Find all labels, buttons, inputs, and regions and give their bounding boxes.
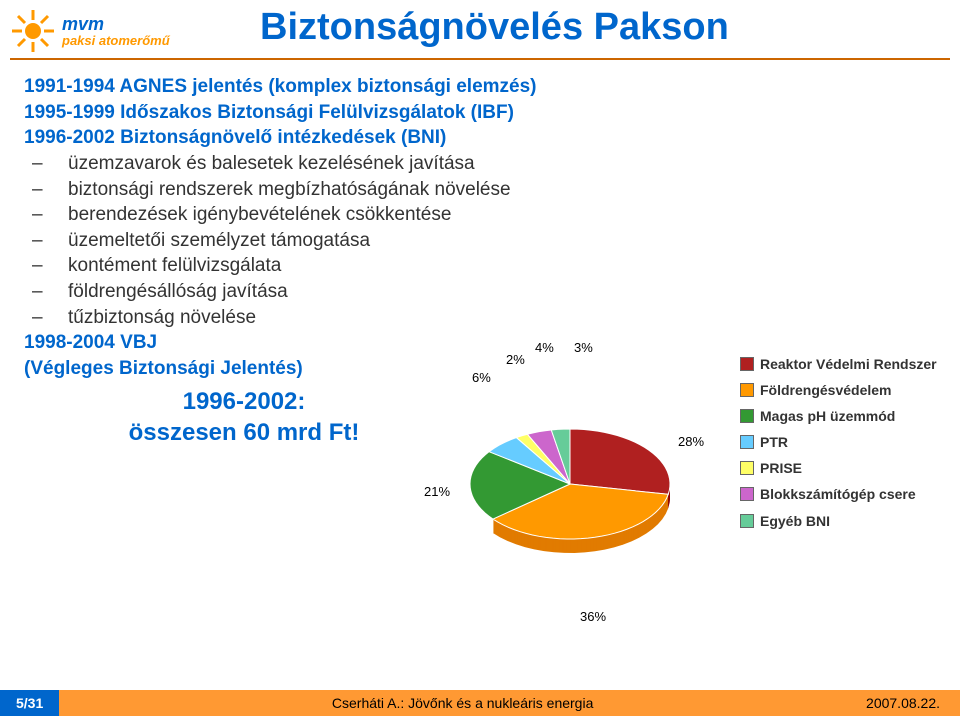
footer-bar: 5/31 Cserháti A.: Jövőnk és a nukleáris … (0, 690, 960, 716)
legend-swatch (740, 383, 754, 397)
pie-chart: 28%36%21%6%2%4%3% (430, 334, 730, 624)
pie-percent-label: 28% (678, 434, 704, 449)
line-1: 1991-1994 AGNES jelentés (komplex bizton… (24, 74, 940, 100)
legend-swatch (740, 487, 754, 501)
logo-sub: paksi atomerőmű (62, 33, 170, 48)
legend-item: Reaktor Védelmi Rendszer (740, 356, 950, 372)
legend-item: Egyéb BNI (740, 513, 950, 529)
summary-line2: összesen 60 mrd Ft! (64, 417, 424, 448)
legend-swatch (740, 461, 754, 475)
page-title: Biztonságnövelés Pakson (260, 6, 729, 49)
pie-percent-label: 3% (574, 340, 593, 355)
legend-label: Blokkszámítógép csere (760, 486, 916, 502)
legend-label: Reaktor Védelmi Rendszer (760, 356, 937, 372)
legend-item: Magas pH üzemmód (740, 408, 950, 424)
sub-7: –tűzbiztonság növelése (24, 305, 940, 331)
line-2: 1995-1999 Időszakos Biztonsági Felülvizs… (24, 100, 940, 126)
logo-text-block: mvm paksi atomerőmű (62, 15, 170, 48)
pie-percent-label: 2% (506, 352, 525, 367)
legend-swatch (740, 409, 754, 423)
legend-label: Földrengésvédelem (760, 382, 892, 398)
legend-item: PRISE (740, 460, 950, 476)
footer-mid: Cserháti A.: Jövőnk és a nukleáris energ… (59, 695, 866, 711)
summary-line1: 1996-2002: (64, 386, 424, 417)
sun-icon (10, 8, 56, 54)
sub-5: –kontément felülvizsgálata (24, 253, 940, 279)
footer-date: 2007.08.22. (866, 695, 960, 711)
sub-4: –üzemeltetői személyzet támogatása (24, 228, 940, 254)
sub-2: –biztonsági rendszerek megbízhatóságának… (24, 177, 940, 203)
pie-slice (570, 429, 670, 494)
legend-label: PRISE (760, 460, 802, 476)
pie-legend: Reaktor Védelmi Rendszer Földrengésvédele… (740, 356, 950, 539)
legend-label: Egyéb BNI (760, 513, 830, 529)
pie-percent-label: 21% (424, 484, 450, 499)
sub-1: –üzemzavarok és balesetek kezelésének ja… (24, 151, 940, 177)
legend-label: Magas pH üzemmód (760, 408, 895, 424)
legend-item: PTR (740, 434, 950, 450)
legend-label: PTR (760, 434, 788, 450)
logo-main: mvm (62, 15, 170, 33)
pie-percent-label: 6% (472, 370, 491, 385)
sub-6: –földrengésállóság javítása (24, 279, 940, 305)
pie-percent-label: 36% (580, 609, 606, 624)
legend-swatch (740, 357, 754, 371)
logo: mvm paksi atomerőmű (10, 8, 170, 54)
legend-swatch (740, 435, 754, 449)
summary-block: 1996-2002: összesen 60 mrd Ft! (64, 386, 424, 448)
pie-percent-label: 4% (535, 340, 554, 355)
legend-item: Blokkszámítógép csere (740, 486, 950, 502)
legend-swatch (740, 514, 754, 528)
footer-page: 5/31 (0, 690, 59, 716)
sub-3: –berendezések igénybevételének csökkenté… (24, 202, 940, 228)
legend-item: Földrengésvédelem (740, 382, 950, 398)
line-3: 1996-2002 Biztonságnövelő intézkedések (… (24, 125, 940, 151)
